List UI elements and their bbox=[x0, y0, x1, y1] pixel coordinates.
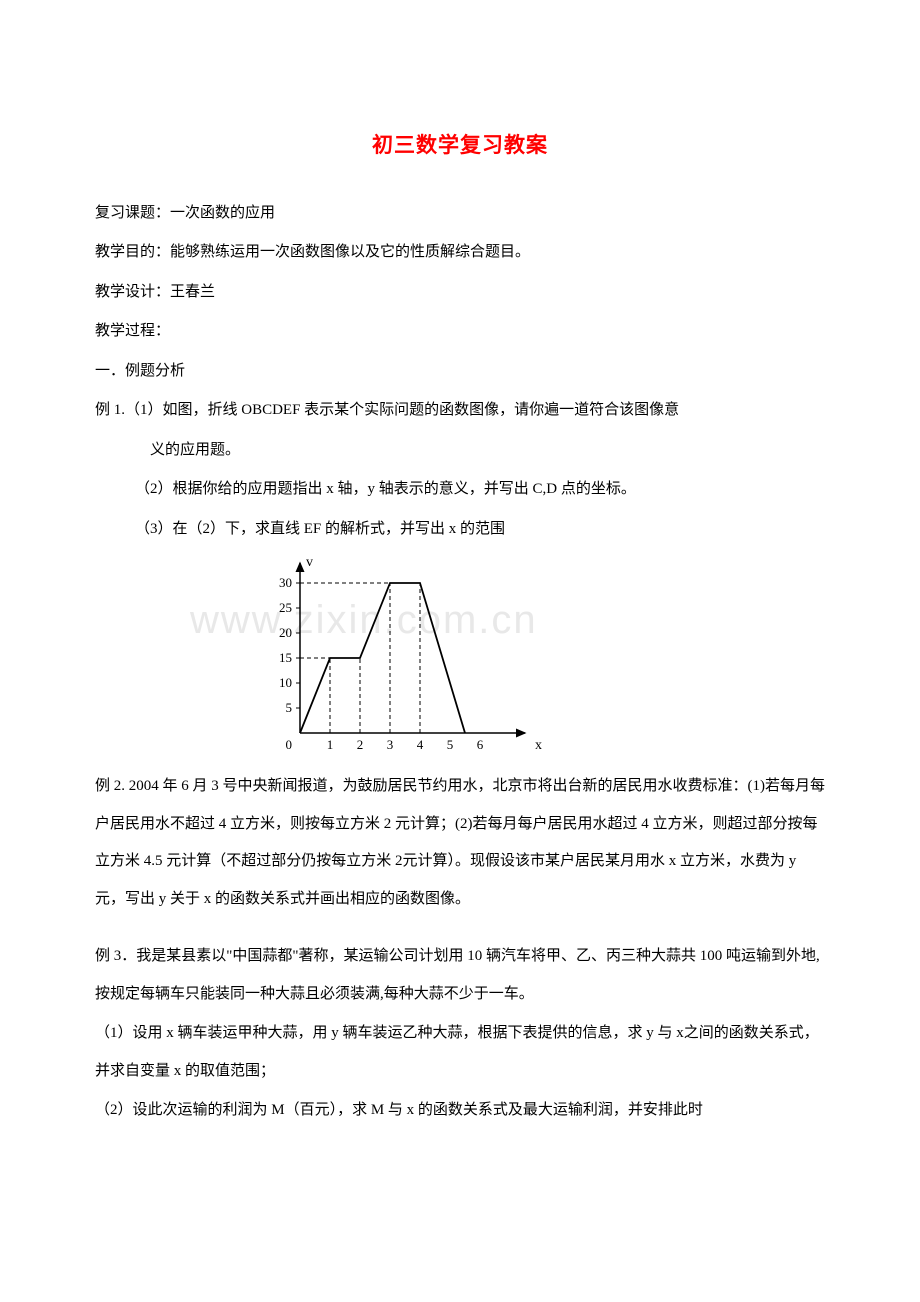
designer-line: 教学设计：王春兰 bbox=[95, 274, 825, 312]
svg-text:1: 1 bbox=[327, 737, 334, 752]
svg-text:3: 3 bbox=[387, 737, 394, 752]
example3-part3: （2）设此次运输的利润为 M（百元），求 M 与 x 的函数关系式及最大运输利润… bbox=[95, 1092, 825, 1130]
chart-figure: 5 10 15 20 25 30 0 1 2 3 4 5 6 x v bbox=[265, 558, 665, 758]
svg-text:x: x bbox=[535, 738, 542, 753]
svg-text:25: 25 bbox=[279, 600, 292, 615]
svg-text:30: 30 bbox=[279, 575, 292, 590]
svg-text:5: 5 bbox=[286, 700, 293, 715]
example2-text: 例 2. 2004 年 6 月 3 号中央新闻报道，为鼓励居民节约用水，北京市将… bbox=[95, 768, 825, 918]
process-line: 教学过程： bbox=[95, 313, 825, 351]
svg-text:20: 20 bbox=[279, 625, 292, 640]
svg-text:6: 6 bbox=[477, 737, 484, 752]
svg-text:10: 10 bbox=[279, 675, 292, 690]
example1-part1: 例 1.（1）如图，折线 OBCDEF 表示某个实际问题的函数图像，请你遍一道符… bbox=[95, 392, 825, 430]
topic-line: 复习课题：一次函数的应用 bbox=[95, 195, 825, 233]
svg-text:v: v bbox=[306, 558, 313, 570]
page-title: 初三数学复习教案 bbox=[95, 120, 825, 173]
section-heading: 一．例题分析 bbox=[95, 353, 825, 391]
example1-part3: （3）在（2）下，求直线 EF 的解析式，并写出 x 的范围 bbox=[95, 511, 825, 549]
objective-line: 教学目的：能够熟练运用一次函数图像以及它的性质解综合题目。 bbox=[95, 234, 825, 272]
chart-svg: 5 10 15 20 25 30 0 1 2 3 4 5 6 x v bbox=[265, 558, 625, 753]
svg-text:2: 2 bbox=[357, 737, 364, 752]
svg-text:0: 0 bbox=[286, 737, 293, 752]
document-content: 初三数学复习教案 复习课题：一次函数的应用 教学目的：能够熟练运用一次函数图像以… bbox=[95, 120, 825, 1130]
example3-part1: 例 3．我是某县素以"中国蒜都"著称，某运输公司计划用 10 辆汽车将甲、乙、丙… bbox=[95, 938, 825, 1013]
example1-part2: （2）根据你给的应用题指出 x 轴，y 轴表示的意义，并写出 C,D 点的坐标。 bbox=[95, 471, 825, 509]
svg-text:5: 5 bbox=[447, 737, 454, 752]
example3-part2: （1）设用 x 辆车装运甲种大蒜，用 y 辆车装运乙种大蒜，根据下表提供的信息，… bbox=[95, 1015, 825, 1090]
svg-text:15: 15 bbox=[279, 650, 292, 665]
svg-text:4: 4 bbox=[417, 737, 424, 752]
example1-part1b: 义的应用题。 bbox=[95, 432, 825, 470]
